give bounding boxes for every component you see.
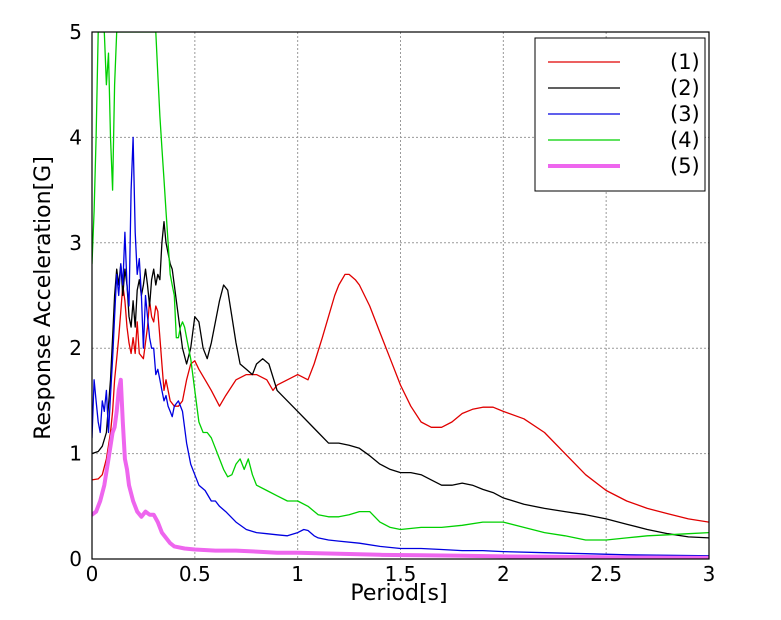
plot-frame [91, 31, 710, 560]
y-tick-label: 1 [69, 442, 82, 466]
legend-label-1: (1) [670, 50, 700, 74]
legend-label-5: (5) [670, 154, 700, 178]
x-tick-label: 0.5 [179, 562, 211, 586]
series-group [92, 32, 709, 559]
y-tick-label: 4 [69, 125, 82, 149]
legend: (1)(2)(3)(4)(5) [534, 37, 706, 192]
series-line-5 [92, 377, 709, 559]
x-tick-label: 2.5 [590, 562, 622, 586]
x-tick-label: 1 [291, 562, 304, 586]
x-axis-label: Period[s] [350, 581, 447, 606]
y-tick-label: 0 [69, 547, 82, 571]
series-line-3 [92, 136, 709, 557]
series-line-4 [92, 32, 709, 541]
series-line-1 [92, 273, 709, 523]
y-axis-label: Response Acceleration[G] [31, 156, 56, 440]
grid-lines [92, 32, 709, 559]
tick-labels: 0 0.5 1 1.5 2 2.5 3 0 1 2 3 4 5 [69, 20, 715, 586]
series-line-2 [92, 221, 709, 539]
legend-label-2: (2) [670, 76, 700, 100]
y-tick-label: 3 [69, 231, 82, 255]
x-tick-label: 3 [703, 562, 716, 586]
legend-label-4: (4) [670, 128, 700, 152]
x-tick-label: 1.5 [385, 562, 417, 586]
x-tick-label: 0 [86, 562, 99, 586]
y-tick-label: 2 [69, 336, 82, 360]
x-tick-label: 2 [497, 562, 510, 586]
legend-label-3: (3) [670, 102, 700, 126]
y-tick-label: 5 [69, 20, 82, 44]
